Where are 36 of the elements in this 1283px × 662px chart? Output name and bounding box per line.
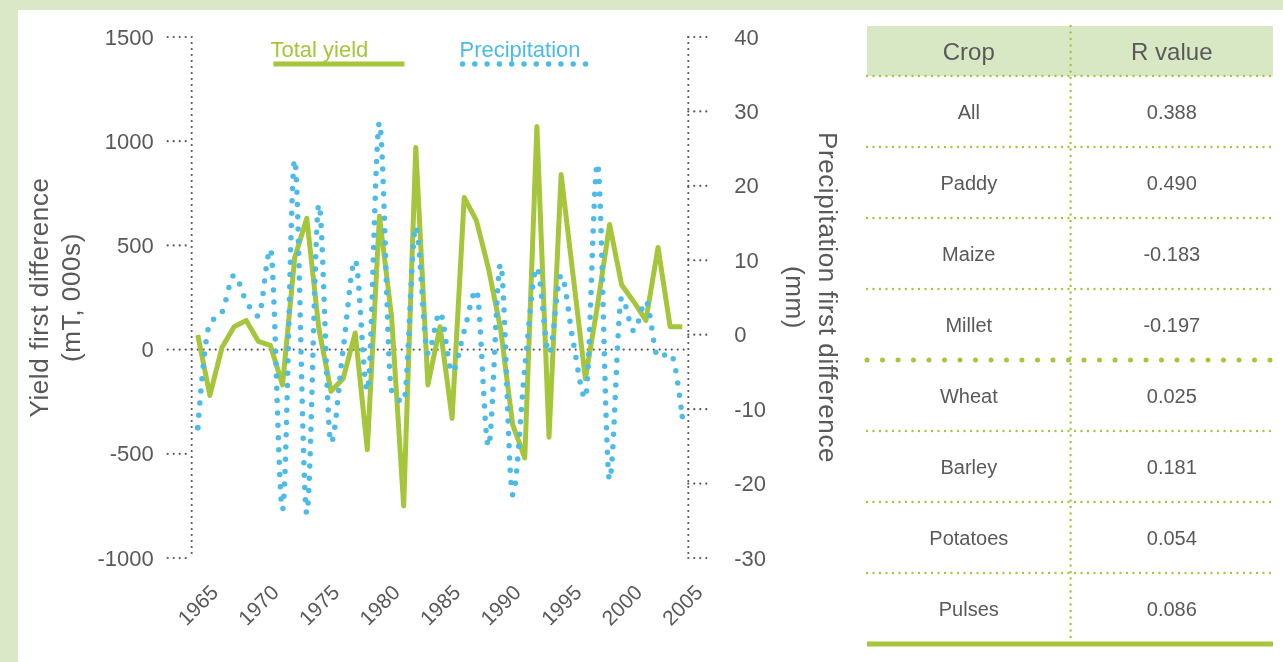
y-axis-title: Yield first difference (mT, 000s) (24, 177, 86, 418)
data-label: -0.197 (1143, 313, 1201, 336)
text: Total yield (270, 36, 369, 62)
category-label: Millet (945, 313, 993, 336)
y-tick-label: 1500 (104, 24, 154, 50)
category-label: Wheat (939, 384, 999, 407)
data-label: -0.183 (1143, 242, 1201, 265)
y2-axis-title: Precipitation first difference (mm) (780, 131, 843, 464)
y-tick-label: 1000 (104, 128, 154, 154)
y-tick-label: -500 (109, 441, 154, 467)
y2-tick-label: 30 (734, 98, 759, 124)
category-label: Pulses (938, 597, 999, 620)
data-label: 0.388 (1146, 100, 1197, 123)
y2-tick-label: 40 (734, 24, 759, 50)
text: R value (1131, 37, 1213, 65)
y2-tick-label: -20 (734, 471, 767, 497)
text: Precipitation (459, 36, 581, 62)
data-label: 0.181 (1146, 455, 1197, 478)
y2-tick-label: 20 (734, 173, 759, 199)
data-label: 0.054 (1146, 526, 1197, 549)
data-label: 0.025 (1146, 384, 1197, 407)
y2-tick-label: 10 (734, 247, 759, 273)
category-label: Maize (942, 242, 996, 265)
data-label: 0.086 (1146, 597, 1197, 620)
y2-tick-label: 0 (734, 322, 747, 348)
y2-tick-label: -30 (734, 545, 767, 571)
category-label: All (957, 100, 980, 123)
text: Crop (942, 37, 995, 65)
category-label: Potatoes (929, 526, 1009, 549)
category-label: Paddy (940, 171, 998, 194)
y-tick-label: 500 (116, 232, 154, 258)
y-tick-label: 0 (141, 337, 154, 363)
y2-tick-label: -10 (734, 396, 767, 422)
y-tick-label: -1000 (97, 545, 154, 571)
category-label: Barley (940, 455, 998, 478)
data-label: 0.490 (1146, 171, 1197, 194)
